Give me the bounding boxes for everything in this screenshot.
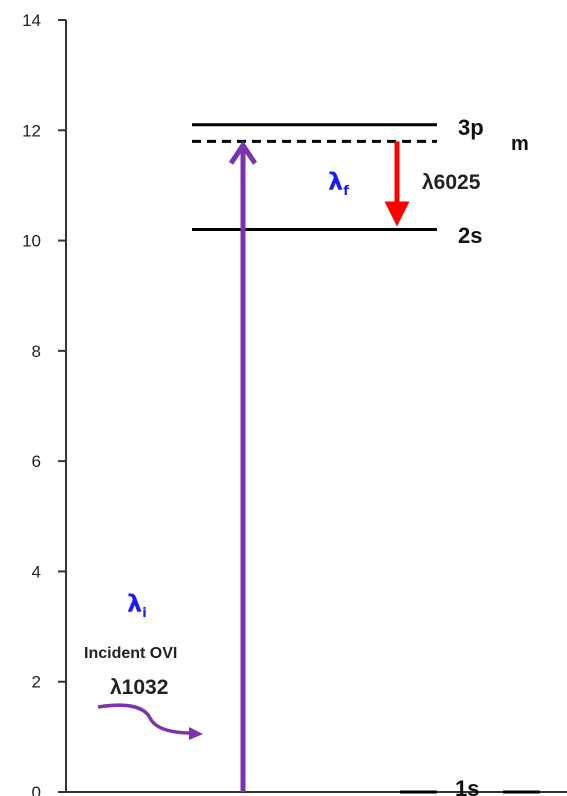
incident-photon-arrow-head <box>189 727 203 740</box>
level-label-2s: 2s <box>458 223 482 248</box>
level-label-3p: 3p <box>458 115 484 140</box>
y-tick-label: 8 <box>32 342 41 361</box>
y-tick-label: 2 <box>32 673 41 692</box>
y-tick-label: 12 <box>22 121 41 140</box>
lambda-i-symbol: λ <box>127 590 142 618</box>
incident-photon-arrow <box>97 703 193 735</box>
y-tick-label: 0 <box>32 783 41 796</box>
level-label-1s: 1s <box>455 776 479 796</box>
incident-label: Incident OVI <box>84 645 177 662</box>
lambda-i-label: λi <box>127 590 147 621</box>
lambda-f-subscript: f <box>343 184 349 199</box>
energy-levels <box>192 123 540 794</box>
lambda-f-label: λf <box>328 168 349 199</box>
incident-wavelength-label: λ1032 <box>110 676 168 699</box>
pump-arrow <box>228 140 258 792</box>
pump-arrow-head <box>228 140 258 165</box>
y-tick-label: 6 <box>32 452 41 471</box>
y-tick-label: 10 <box>22 232 41 251</box>
virtual-level-label: m <box>511 133 529 155</box>
lambda-f-symbol: λ <box>328 168 343 196</box>
lambda-i-subscript: i <box>142 606 146 621</box>
y-tick-label: 4 <box>32 562 41 581</box>
emission-wavelength-label: λ6025 <box>422 171 481 194</box>
y-tick-label: 14 <box>22 11 41 30</box>
y-ticks: 0 2 4 6 8 10 12 14 <box>22 11 66 796</box>
